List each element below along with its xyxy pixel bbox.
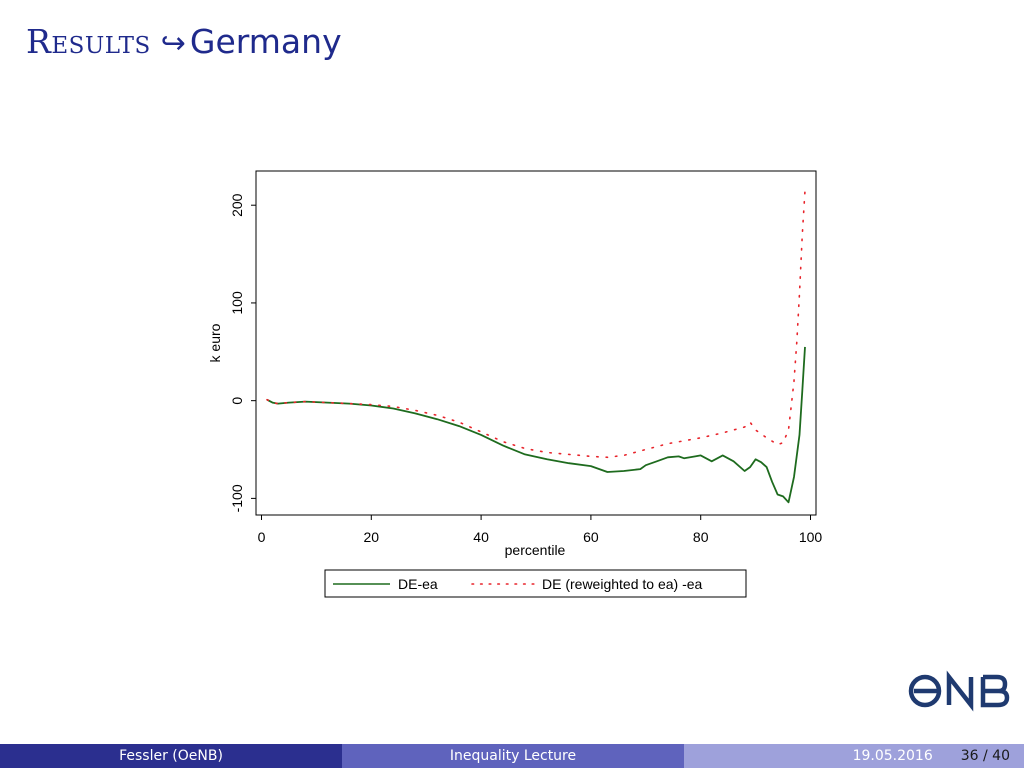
- plot-frame: [255, 170, 817, 516]
- legend: DE-ea DE (reweighted to ea) -ea: [324, 569, 747, 598]
- x-axis: 0 20 40 60 80 100: [258, 515, 823, 545]
- footer-right: 19.05.2016 36 / 40: [684, 744, 1024, 768]
- y-axis-label: k euro: [207, 323, 223, 362]
- footer-date: 19.05.2016: [852, 748, 933, 764]
- slide-title-sub: Germany: [189, 22, 342, 61]
- hook-arrow-icon: ↪: [160, 26, 186, 61]
- slide-title: Results ↪ Germany: [26, 22, 342, 61]
- x-tick-label: 100: [799, 529, 823, 545]
- x-axis-label: percentile: [505, 542, 566, 558]
- y-tick-label: 0: [229, 397, 245, 405]
- y-axis: -100 0 100 200: [229, 193, 256, 512]
- series-layer: [266, 189, 806, 504]
- footer-talk-title: Inequality Lecture: [342, 744, 684, 768]
- legend-box: [324, 569, 747, 598]
- y-tick-label: -100: [229, 484, 245, 512]
- y-tick-label: 100: [229, 291, 245, 315]
- x-tick-label: 80: [693, 529, 709, 545]
- legend-label-de-reweighted: DE (reweighted to ea) -ea: [542, 576, 703, 592]
- x-tick-label: 0: [258, 529, 266, 545]
- onb-logo: [906, 670, 1016, 712]
- x-tick-label: 60: [583, 529, 599, 545]
- series-line-de-reweighted: [266, 189, 806, 459]
- y-tick-label: 200: [229, 193, 245, 217]
- x-tick-label: 20: [364, 529, 380, 545]
- slide-title-main: Results: [26, 22, 151, 61]
- series-line-de-ea: [266, 346, 806, 504]
- footer-page-number: 36 / 40: [960, 748, 1010, 764]
- onb-logo-icon: [908, 670, 1010, 712]
- legend-label-de-ea: DE-ea: [398, 576, 438, 592]
- footer-author: Fessler (OeNB): [0, 744, 342, 768]
- x-tick-label: 40: [473, 529, 489, 545]
- footer-bar: Fessler (OeNB) Inequality Lecture 19.05.…: [0, 744, 1024, 768]
